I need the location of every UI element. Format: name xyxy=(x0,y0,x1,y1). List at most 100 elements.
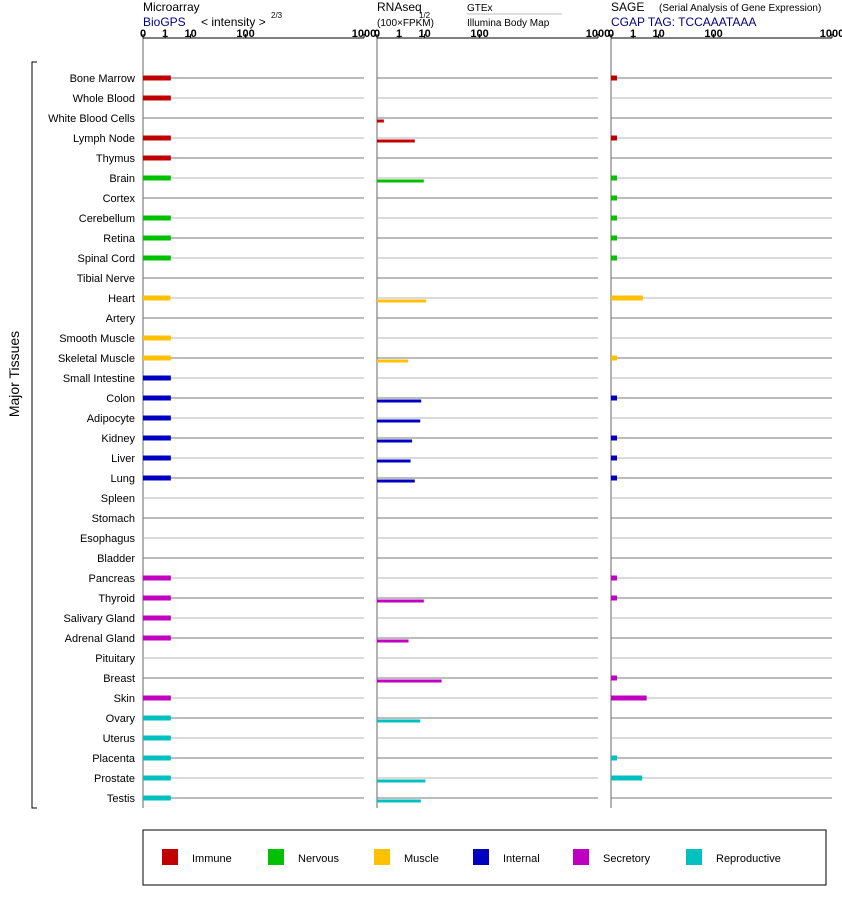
bar-rnaseq-illumina xyxy=(377,719,421,723)
rows-layer: Bone Marrow Whole Blood White Blood Cells L… xyxy=(48,73,832,805)
intensity-label: < intensity > xyxy=(201,15,266,29)
bar-rnaseq-illumina xyxy=(377,179,424,183)
bar-microarray xyxy=(143,255,171,261)
x-tick-label: 10 xyxy=(652,28,664,40)
intensity-exponent: 2/3 xyxy=(271,11,283,20)
bar-microarray xyxy=(143,715,171,721)
tissue-label: Uterus xyxy=(103,733,136,745)
legend-label: Secretory xyxy=(603,853,651,865)
tissue-label: Prostate xyxy=(94,773,135,785)
tissue-label: Spinal Cord xyxy=(78,253,135,265)
bar-microarray xyxy=(143,335,171,341)
tissue-label: Cortex xyxy=(103,193,136,205)
bar-rnaseq-illumina xyxy=(377,399,422,403)
bar-sage xyxy=(611,755,617,761)
tissue-label: Heart xyxy=(108,293,135,305)
rnaseq-exponent: 1/2 xyxy=(419,11,431,20)
bar-sage xyxy=(611,355,617,361)
tissue-label: Pituitary xyxy=(95,653,135,665)
legend-swatch xyxy=(573,849,589,865)
x-tick-label: 0 xyxy=(608,28,614,40)
bar-rnaseq-illumina xyxy=(377,139,415,143)
legend-label: Nervous xyxy=(298,853,339,865)
tissue-label: Lymph Node xyxy=(73,133,135,145)
tissue-label: Whole Blood xyxy=(73,93,135,105)
tissue-label: Artery xyxy=(106,313,136,325)
bar-microarray xyxy=(143,475,171,481)
tissue-label: Kidney xyxy=(101,433,135,445)
bar-microarray xyxy=(143,175,171,181)
legend-swatch xyxy=(374,849,390,865)
bar-rnaseq-illumina xyxy=(377,439,413,443)
bar-microarray xyxy=(143,235,171,241)
bar-microarray xyxy=(143,635,171,641)
gtex-label: GTEx xyxy=(467,3,493,14)
sage-description: (Serial Analysis of Gene Expression) xyxy=(659,3,821,14)
tissue-label: Adipocyte xyxy=(87,413,135,425)
bar-microarray xyxy=(143,155,171,161)
x-tick-label: 0 xyxy=(140,28,146,40)
group-bracket xyxy=(31,61,37,809)
illumina-label: Illumina Body Map xyxy=(467,18,550,29)
legend-label: Immune xyxy=(192,853,232,865)
bar-rnaseq-illumina xyxy=(377,779,426,783)
x-tick-label: 10 xyxy=(418,28,430,40)
legend-swatch xyxy=(162,849,178,865)
bar-microarray xyxy=(143,615,171,621)
tissue-label: Colon xyxy=(106,393,135,405)
sage-title: SAGE xyxy=(611,0,644,14)
x-tick-label: 1 xyxy=(396,28,402,40)
bar-microarray xyxy=(143,455,171,461)
tissue-label: Bladder xyxy=(97,553,135,565)
legend-swatch xyxy=(268,849,284,865)
tissue-label: Smooth Muscle xyxy=(59,333,135,345)
bar-microarray xyxy=(143,95,171,101)
x-tick-label: 1000 xyxy=(820,28,842,40)
bar-microarray xyxy=(143,735,171,741)
bar-rnaseq-illumina xyxy=(377,679,442,683)
bar-sage xyxy=(611,675,617,681)
x-tick-label: 1000 xyxy=(586,28,610,40)
tissue-label: Tibial Nerve xyxy=(77,273,135,285)
bar-rnaseq-illumina xyxy=(377,639,409,643)
bar-microarray xyxy=(143,135,171,141)
bar-sage xyxy=(611,295,643,301)
bar-microarray xyxy=(143,695,171,701)
sage-tag-link[interactable]: CGAP TAG: TCCAAATAAA xyxy=(611,15,756,29)
bar-rnaseq-illumina xyxy=(377,479,415,483)
x-tick-label: 100 xyxy=(704,28,722,40)
tissue-label: Ovary xyxy=(106,713,136,725)
bar-rnaseq-illumina xyxy=(377,599,424,603)
x-tick-label: 1000 xyxy=(352,28,376,40)
bar-microarray xyxy=(143,775,171,781)
legend-label: Reproductive xyxy=(716,853,781,865)
bar-sage xyxy=(611,395,617,401)
bar-rnaseq-illumina xyxy=(377,419,421,423)
group-label: Major Tissues xyxy=(6,331,22,417)
legend: Immune Nervous Muscle Internal Secretory Repr… xyxy=(162,849,781,865)
tissue-label: Thyroid xyxy=(98,593,135,605)
tissue-label: Salivary Gland xyxy=(63,613,135,625)
tissue-label: Adrenal Gland xyxy=(65,633,135,645)
tissue-label: Stomach xyxy=(92,513,135,525)
bar-rnaseq-illumina xyxy=(377,119,384,123)
rnaseq-units: (100×FPKM) xyxy=(377,18,434,29)
bar-sage xyxy=(611,695,647,701)
bar-sage xyxy=(611,215,617,221)
bar-microarray xyxy=(143,595,171,601)
bar-microarray xyxy=(143,215,171,221)
rnaseq-title: RNAseq xyxy=(377,0,422,14)
bar-microarray xyxy=(143,435,171,441)
bar-microarray xyxy=(143,415,171,421)
legend-label: Muscle xyxy=(404,853,439,865)
tissue-label: Esophagus xyxy=(80,533,136,545)
bar-sage xyxy=(611,775,643,781)
legend-swatch xyxy=(686,849,702,865)
tissue-label: Small Intestine xyxy=(63,373,135,385)
biogps-link[interactable]: BioGPS xyxy=(143,15,186,29)
bar-microarray xyxy=(143,795,171,801)
bar-sage xyxy=(611,575,617,581)
bar-microarray xyxy=(143,755,171,761)
tissue-label: Liver xyxy=(111,453,135,465)
